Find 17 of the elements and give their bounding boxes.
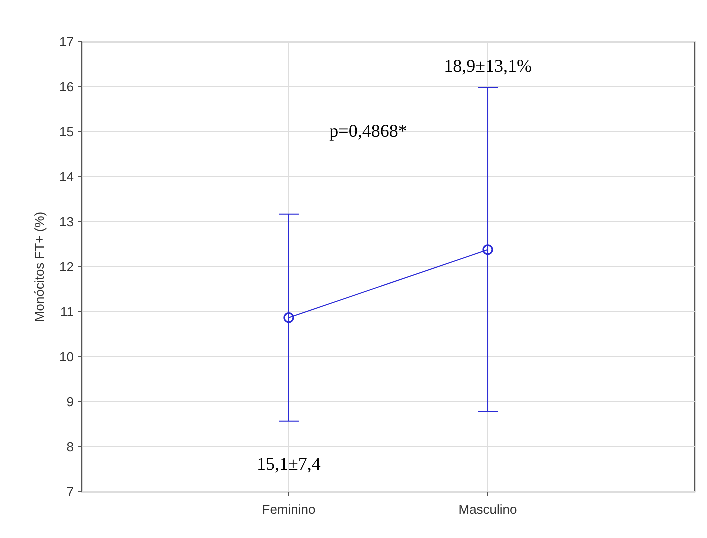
annotation: 15,1±7,4	[257, 454, 321, 474]
y-tick-label: 10	[60, 350, 74, 365]
annotation: 18,9±13,1%	[444, 56, 532, 76]
y-tick-label: 8	[66, 440, 74, 455]
y-tick-label: 11	[60, 304, 74, 320]
x-tick-label: Feminino	[262, 502, 316, 517]
y-tick-label: 12	[60, 260, 74, 275]
y-tick-label: 13	[60, 214, 74, 230]
y-tick-label: 14	[60, 170, 74, 185]
y-tick-label: 16	[60, 80, 74, 95]
y-axis-title: Monócitos FT+ (%)	[32, 212, 47, 322]
y-tick-label: 17	[60, 34, 74, 50]
x-tick-label: Masculino	[458, 502, 518, 517]
y-tick-label: 15	[60, 124, 74, 140]
y-tick-label: 7	[66, 484, 74, 500]
y-tick-label: 9	[66, 394, 74, 410]
annotation: p=0,4868*	[330, 121, 408, 141]
